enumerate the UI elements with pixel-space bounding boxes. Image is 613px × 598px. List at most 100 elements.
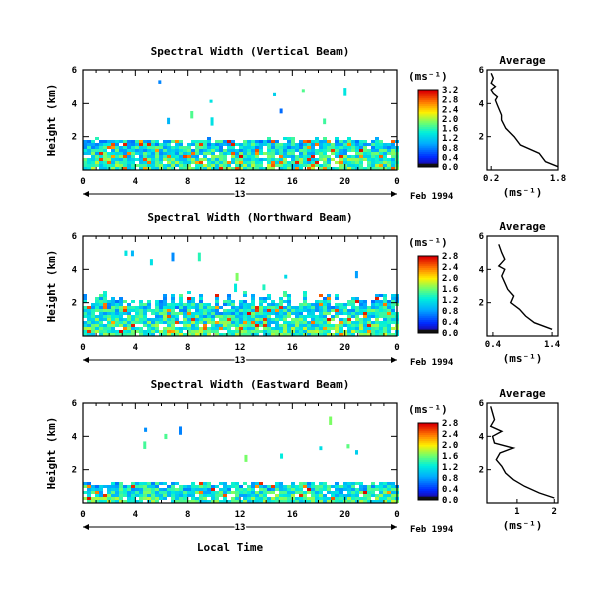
heatmap-cell — [355, 297, 359, 300]
heatmap-cell — [231, 309, 235, 312]
heatmap-cell — [155, 146, 159, 149]
heatmap-cell — [279, 306, 283, 309]
heatmap-cell — [199, 330, 203, 333]
colorbar-segment — [418, 261, 438, 265]
heatmap-cell — [215, 500, 219, 503]
heatmap-cell — [263, 488, 267, 491]
heatmap-cell — [267, 294, 271, 297]
heatmap-cell — [247, 149, 251, 152]
heatmap-cell — [231, 330, 235, 333]
heatmap-cell — [339, 321, 343, 324]
heatmap-cell — [283, 309, 287, 312]
heatmap-cell — [271, 318, 275, 321]
heatmap-cell — [123, 146, 127, 149]
heatmap-cell — [111, 146, 115, 149]
heatmap-cell — [95, 155, 99, 158]
heatmap-cell — [187, 158, 191, 161]
heatmap-cell — [143, 309, 147, 312]
heatmap-cell — [247, 167, 251, 170]
heatmap-cell — [191, 330, 195, 333]
heatmap-cell — [115, 303, 119, 306]
heatmap-cell — [103, 300, 107, 303]
heatmap-cell — [143, 143, 147, 146]
heatmap-cell — [243, 324, 247, 327]
heatmap-cell — [95, 303, 99, 306]
date-label: Feb 1994 — [410, 192, 454, 202]
heatmap-cell — [244, 454, 248, 462]
heatmap-cell — [339, 167, 343, 170]
heatmap-cell — [323, 488, 327, 491]
colorbar-segment — [418, 288, 438, 292]
heatmap-cell — [379, 312, 383, 315]
heatmap-cell — [131, 324, 135, 327]
heatmap-cell — [159, 143, 163, 146]
heatmap-cell — [151, 167, 155, 170]
heatmap-cell — [311, 306, 315, 309]
heatmap-cell — [283, 143, 287, 146]
heatmap-cell — [367, 152, 371, 155]
heatmap-cell — [247, 500, 251, 503]
heatmap-cell — [279, 324, 283, 327]
heatmap-cell — [239, 155, 243, 158]
heatmap-cell — [271, 500, 275, 503]
heatmap-cell — [187, 291, 191, 294]
heatmap-cell — [135, 309, 139, 312]
x-tick-label: 0 — [80, 343, 85, 353]
profile-line — [497, 244, 553, 330]
colorbar-segment — [418, 120, 438, 124]
heatmap-cell — [195, 146, 199, 149]
heatmap-cell — [267, 140, 271, 143]
heatmap-cell — [311, 497, 315, 500]
heatmap-cell — [155, 327, 159, 330]
heatmap-cell — [271, 312, 275, 315]
colorbar-segment — [418, 490, 438, 493]
heatmap-cell — [319, 315, 323, 318]
heatmap-cell — [299, 321, 303, 324]
heatmap-cell — [331, 149, 335, 152]
heatmap-cell — [199, 485, 203, 488]
profile-x-tick-label: 1.4 — [544, 340, 561, 350]
heatmap-cell — [175, 497, 179, 500]
heatmap-cell — [391, 161, 395, 164]
colorbar-segment — [418, 444, 438, 447]
heatmap-cell — [391, 315, 395, 318]
heatmap-cell — [191, 161, 195, 164]
heatmap-cell — [295, 488, 299, 491]
colorbar-segment — [418, 423, 438, 426]
heatmap-cell — [351, 485, 355, 488]
heatmap-cell — [263, 327, 267, 330]
profile-title: Average — [499, 387, 546, 400]
heatmap-cell — [127, 497, 131, 500]
heatmap-cell — [111, 491, 115, 494]
heatmap-cell — [279, 482, 283, 485]
heatmap-cell — [231, 312, 235, 315]
heatmap-cell — [187, 485, 191, 488]
heatmap-cell — [391, 312, 395, 315]
heatmap-cell — [235, 500, 239, 503]
heatmap-cell — [219, 324, 223, 327]
heatmap-cell — [199, 294, 203, 297]
heatmap-cell — [315, 330, 319, 333]
heatmap-cell — [171, 330, 175, 333]
heatmap-cell — [127, 485, 131, 488]
heatmap-cell — [227, 327, 231, 330]
heatmap-cell — [111, 330, 115, 333]
heatmap-cell — [359, 155, 363, 158]
heatmap-cell — [359, 324, 363, 327]
heatmap-cell — [359, 303, 363, 306]
heatmap-cell — [147, 497, 151, 500]
heatmap-cell — [371, 324, 375, 327]
heatmap-cell — [147, 149, 151, 152]
heatmap-cell — [363, 158, 367, 161]
heatmap-cell — [239, 488, 243, 491]
heatmap-cell — [83, 333, 87, 336]
heatmap-cell — [335, 485, 339, 488]
heatmap-cell — [303, 152, 307, 155]
heatmap-cell — [323, 318, 327, 321]
heatmap-cell — [91, 327, 95, 330]
heatmap-cell — [327, 306, 331, 309]
day-label: 13 — [235, 356, 246, 366]
heatmap-cell — [115, 482, 119, 485]
heatmap-cell — [99, 327, 103, 330]
heatmap-cell — [171, 306, 175, 309]
